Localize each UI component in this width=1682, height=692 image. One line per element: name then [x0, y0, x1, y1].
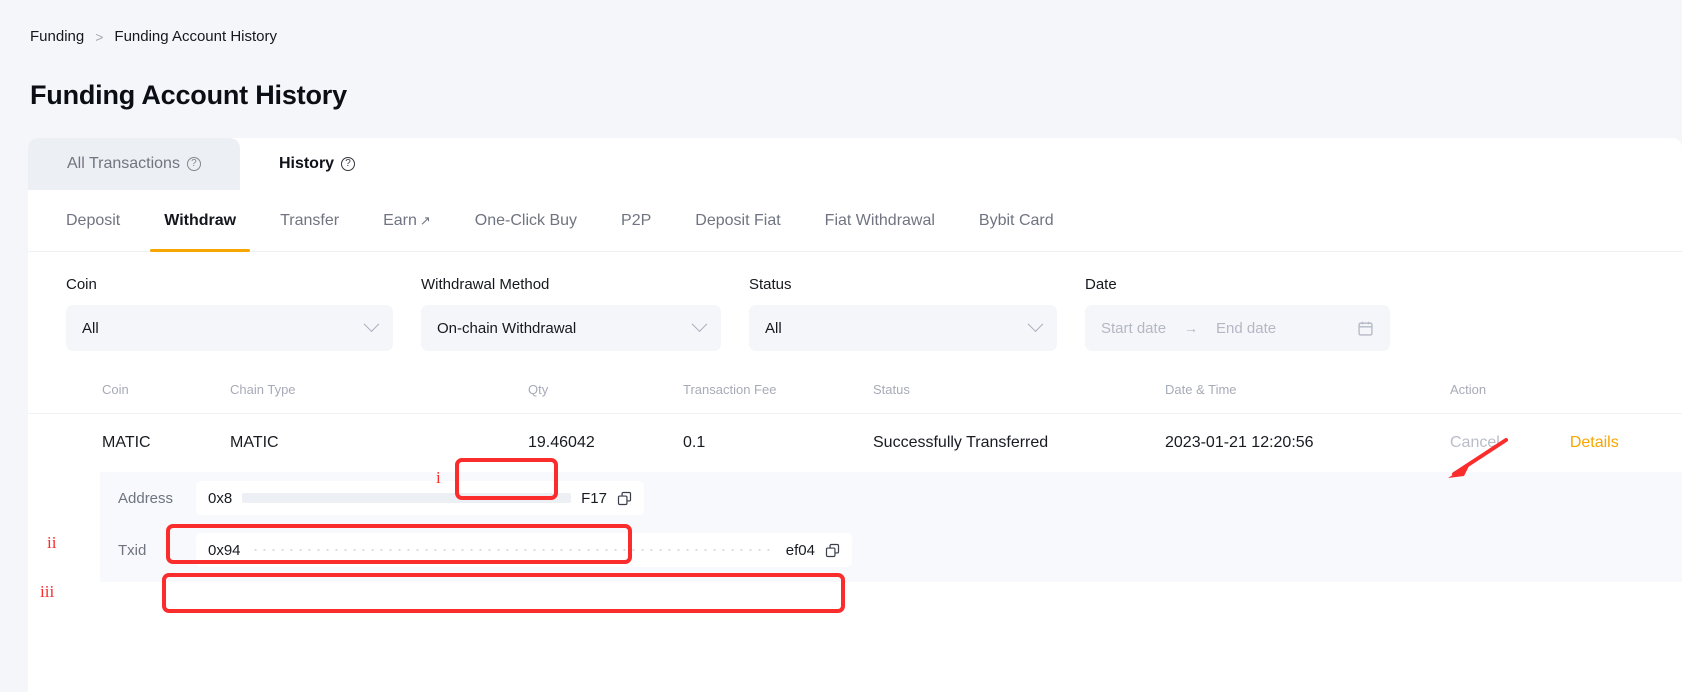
arrow-right-icon: → — [1184, 320, 1199, 336]
tab-all-transactions[interactable]: All Transactions ? — [28, 138, 240, 190]
date-range-inputs: Start date → End date — [1101, 320, 1276, 337]
external-link-icon: ↗ — [419, 213, 431, 228]
subtab-bybit-card[interactable]: Bybit Card — [957, 190, 1076, 252]
detail-row-txid: Txid 0x94 ef04 — [100, 524, 1682, 576]
detail-row-address: Address 0x8 F17 — [100, 472, 1682, 524]
subtab-deposit-label: Deposit — [66, 211, 121, 229]
chevron-down-icon — [1027, 315, 1044, 332]
breadcrumb-root[interactable]: Funding — [30, 28, 85, 45]
history-card: All Transactions ? History ? Deposit Wit… — [28, 138, 1682, 692]
txid-label: Txid — [118, 541, 147, 559]
subtab-one-click-buy-label: One-Click Buy — [474, 211, 578, 229]
tab-history[interactable]: History ? — [239, 138, 395, 190]
table-row: MATIC MATIC 19.46042 0.1 Successfully Tr… — [28, 414, 1682, 472]
question-circle-icon[interactable]: ? — [186, 157, 201, 171]
coin-select-value: All — [82, 319, 99, 337]
subtab-deposit-fiat[interactable]: Deposit Fiat — [673, 190, 802, 252]
subtab-one-click-buy[interactable]: One-Click Buy — [453, 190, 599, 252]
cell-chain-type: MATIC — [230, 434, 279, 451]
txid-value[interactable]: 0x94 ef04 — [196, 533, 852, 567]
column-header-chain-type: Chain Type — [230, 382, 296, 397]
top-tabs: All Transactions ? History ? — [28, 138, 395, 190]
tab-all-transactions-label: All Transactions — [67, 155, 180, 172]
cancel-button[interactable]: Cancel — [1450, 434, 1500, 451]
transaction-detail-panel: Address 0x8 F17 Txid 0x94 — [100, 472, 1682, 582]
subtab-earn[interactable]: Earn ↗ — [361, 190, 453, 252]
chevron-down-icon — [363, 315, 380, 332]
date-range-picker[interactable]: Start date → End date — [1085, 305, 1390, 351]
subtab-transfer-label: Transfer — [280, 211, 340, 229]
subtab-withdraw[interactable]: Withdraw — [142, 190, 258, 252]
txid-redacted — [250, 545, 776, 555]
status-select-value: All — [765, 319, 782, 337]
details-button[interactable]: Details — [1569, 434, 1619, 451]
question-circle-icon[interactable]: ? — [341, 157, 356, 171]
address-redacted — [242, 493, 572, 503]
subtab-deposit-fiat-label: Deposit Fiat — [695, 211, 781, 229]
txid-prefix: 0x94 — [208, 541, 241, 559]
filter-date: Date Start date → End date — [1085, 276, 1390, 351]
subtab-withdraw-label: Withdraw — [164, 211, 237, 229]
subtab-bybit-card-label: Bybit Card — [978, 211, 1054, 229]
subtab-fiat-withdrawal-label: Fiat Withdrawal — [824, 211, 935, 229]
breadcrumb-separator-icon: > — [95, 29, 104, 45]
filter-withdrawal-method-label: Withdrawal Method — [421, 276, 550, 293]
address-value[interactable]: 0x8 F17 — [196, 481, 644, 515]
column-header-qty: Qty — [528, 382, 549, 397]
copy-icon[interactable] — [825, 543, 840, 558]
calendar-icon[interactable] — [1357, 320, 1374, 337]
filter-withdrawal-method: Withdrawal Method On-chain Withdrawal — [421, 276, 721, 351]
address-label: Address — [118, 489, 174, 507]
table-header: Coin Chain Type Qty Transaction Fee Stat… — [28, 366, 1682, 414]
subtab-fiat-withdrawal[interactable]: Fiat Withdrawal — [803, 190, 957, 252]
sub-tabs: Deposit Withdraw Transfer Earn ↗ One-Cli… — [28, 190, 1682, 252]
address-prefix: 0x8 — [208, 489, 233, 507]
cell-status: Successfully Transferred — [873, 434, 1049, 451]
column-header-status: Status — [873, 382, 910, 397]
filter-status-label: Status — [749, 276, 792, 293]
cell-action: Cancel Details — [1450, 414, 1650, 472]
cell-coin: MATIC — [102, 434, 151, 451]
copy-icon[interactable] — [617, 491, 632, 506]
column-header-action: Action — [1450, 382, 1487, 397]
breadcrumb: Funding > Funding Account History — [30, 27, 277, 47]
filter-date-label: Date — [1085, 276, 1117, 293]
breadcrumb-current: Funding Account History — [114, 28, 277, 45]
page-title: Funding Account History — [30, 80, 347, 110]
start-date-input[interactable]: Start date — [1101, 319, 1167, 337]
subtab-p2p-label: P2P — [621, 211, 652, 229]
subtab-earn-label: Earn — [383, 211, 417, 229]
end-date-input[interactable]: End date — [1216, 319, 1277, 337]
coin-select[interactable]: All — [66, 305, 393, 351]
subtab-transfer[interactable]: Transfer — [258, 190, 361, 252]
column-header-transaction-fee: Transaction Fee — [683, 382, 777, 397]
txid-suffix: ef04 — [785, 541, 815, 559]
cell-date-time: 2023-01-21 12:20:56 — [1165, 434, 1314, 451]
filter-coin-label: Coin — [66, 276, 97, 293]
cell-transaction-fee: 0.1 — [683, 434, 706, 451]
column-header-coin: Coin — [102, 382, 129, 397]
address-suffix: F17 — [581, 489, 607, 507]
withdrawal-method-select[interactable]: On-chain Withdrawal — [421, 305, 721, 351]
tab-history-label: History — [278, 155, 335, 172]
filter-bar: Coin All Withdrawal Method On-chain With… — [66, 276, 1390, 351]
column-header-date-time: Date & Time — [1165, 382, 1237, 397]
subtab-deposit[interactable]: Deposit — [66, 190, 142, 252]
filter-status: Status All — [749, 276, 1057, 351]
status-select[interactable]: All — [749, 305, 1057, 351]
filter-coin: Coin All — [66, 276, 393, 351]
chevron-down-icon — [691, 315, 708, 332]
cell-qty: 19.46042 — [528, 434, 595, 451]
subtab-p2p[interactable]: P2P — [599, 190, 673, 252]
withdrawal-method-value: On-chain Withdrawal — [437, 319, 577, 337]
